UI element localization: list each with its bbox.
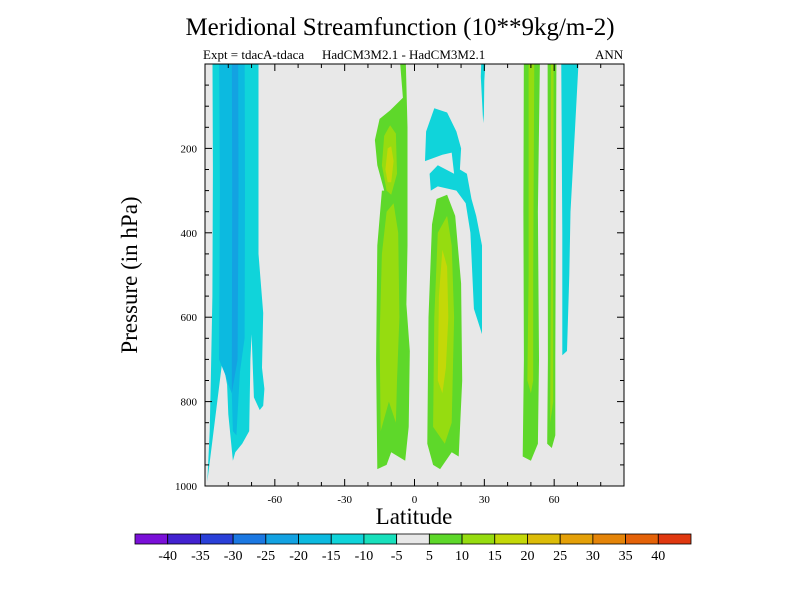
contour-region-16 <box>561 64 579 356</box>
colorbar-swatch <box>330 533 365 545</box>
colorbar-swatch <box>657 533 692 545</box>
x-tick-label: 60 <box>549 494 561 506</box>
colorbar-label: -20 <box>289 549 308 564</box>
colorbar-label: 35 <box>619 549 633 564</box>
colorbar-label: -30 <box>224 549 243 564</box>
y-axis-label: Pressure (in hPa) <box>117 196 142 353</box>
contour-regions <box>207 64 579 482</box>
x-tick-label: 30 <box>479 494 491 506</box>
contour-region-15 <box>550 64 554 423</box>
colorbar-label: -35 <box>191 549 210 564</box>
plot-frame <box>204 63 625 487</box>
colorbar-swatch <box>625 533 659 545</box>
colorbar-swatch <box>265 533 299 545</box>
colorbar-swatch <box>232 533 267 545</box>
y-tick-label: 600 <box>181 312 198 324</box>
x-tick-label: 0 <box>412 494 418 506</box>
contour-region-1 <box>219 64 245 436</box>
x-axis-label: Latitude <box>376 504 453 529</box>
colorbar-label: 5 <box>426 549 433 564</box>
colorbar-label: -25 <box>256 549 275 564</box>
colorbar-swatch <box>559 533 594 545</box>
colorbar-label: 25 <box>553 549 567 564</box>
colorbar-label: -10 <box>355 549 374 564</box>
x-tick-label: -60 <box>267 494 282 506</box>
y-tick-label: 200 <box>181 143 198 155</box>
plot-background <box>205 64 624 486</box>
colorbar-swatch <box>134 533 169 545</box>
colorbar-label: 20 <box>520 549 534 564</box>
colorbar-swatch <box>527 533 561 545</box>
contour-region-2 <box>231 64 239 394</box>
chart-title: Meridional Streamfunction (10**9kg/m-2) <box>185 14 615 41</box>
axis-ticks: -60 -30 0 30 60 200 400 600 800 1000 <box>175 64 624 506</box>
colorbar-swatch <box>363 533 398 545</box>
colorbar-label: -40 <box>158 549 177 564</box>
x-tick-label: -30 <box>337 494 352 506</box>
colorbar-label: -5 <box>391 549 403 564</box>
contour-region-13 <box>527 64 535 394</box>
contour-region-7 <box>425 108 482 335</box>
colorbar-label: 40 <box>651 549 665 564</box>
models-label: HadCM3M2.1 - HadCM3M2.1 <box>322 47 486 62</box>
colorbar-label: 10 <box>455 549 469 564</box>
contour-region-6 <box>385 146 394 183</box>
colorbar-swatch <box>428 533 463 545</box>
colorbar-swatch <box>200 533 234 545</box>
contour-region-4 <box>379 203 400 432</box>
colorbar-swatch <box>396 533 430 545</box>
colorbar-swatch <box>167 533 201 545</box>
y-tick-label: 1000 <box>175 481 198 493</box>
colorbar: -40 -35 -30 -25 -20 -15 -10 -5 5 10 15 20 25 30 35 40 <box>134 533 692 564</box>
contour-region-11 <box>437 249 449 394</box>
y-tick-label: 800 <box>181 397 198 409</box>
colorbar-label: -15 <box>322 549 341 564</box>
season-label: ANN <box>595 47 624 62</box>
colorbar-swatch <box>298 533 332 545</box>
colorbar-label: 15 <box>488 549 502 564</box>
y-tick-label: 400 <box>181 228 198 240</box>
colorbar-swatch <box>592 533 626 545</box>
colorbar-swatch <box>494 533 528 545</box>
expt-label: Expt = tdacA-tdaca <box>203 47 305 62</box>
colorbar-label: 30 <box>586 549 600 564</box>
colorbar-swatch <box>461 533 496 545</box>
contour-region-8 <box>480 64 486 124</box>
